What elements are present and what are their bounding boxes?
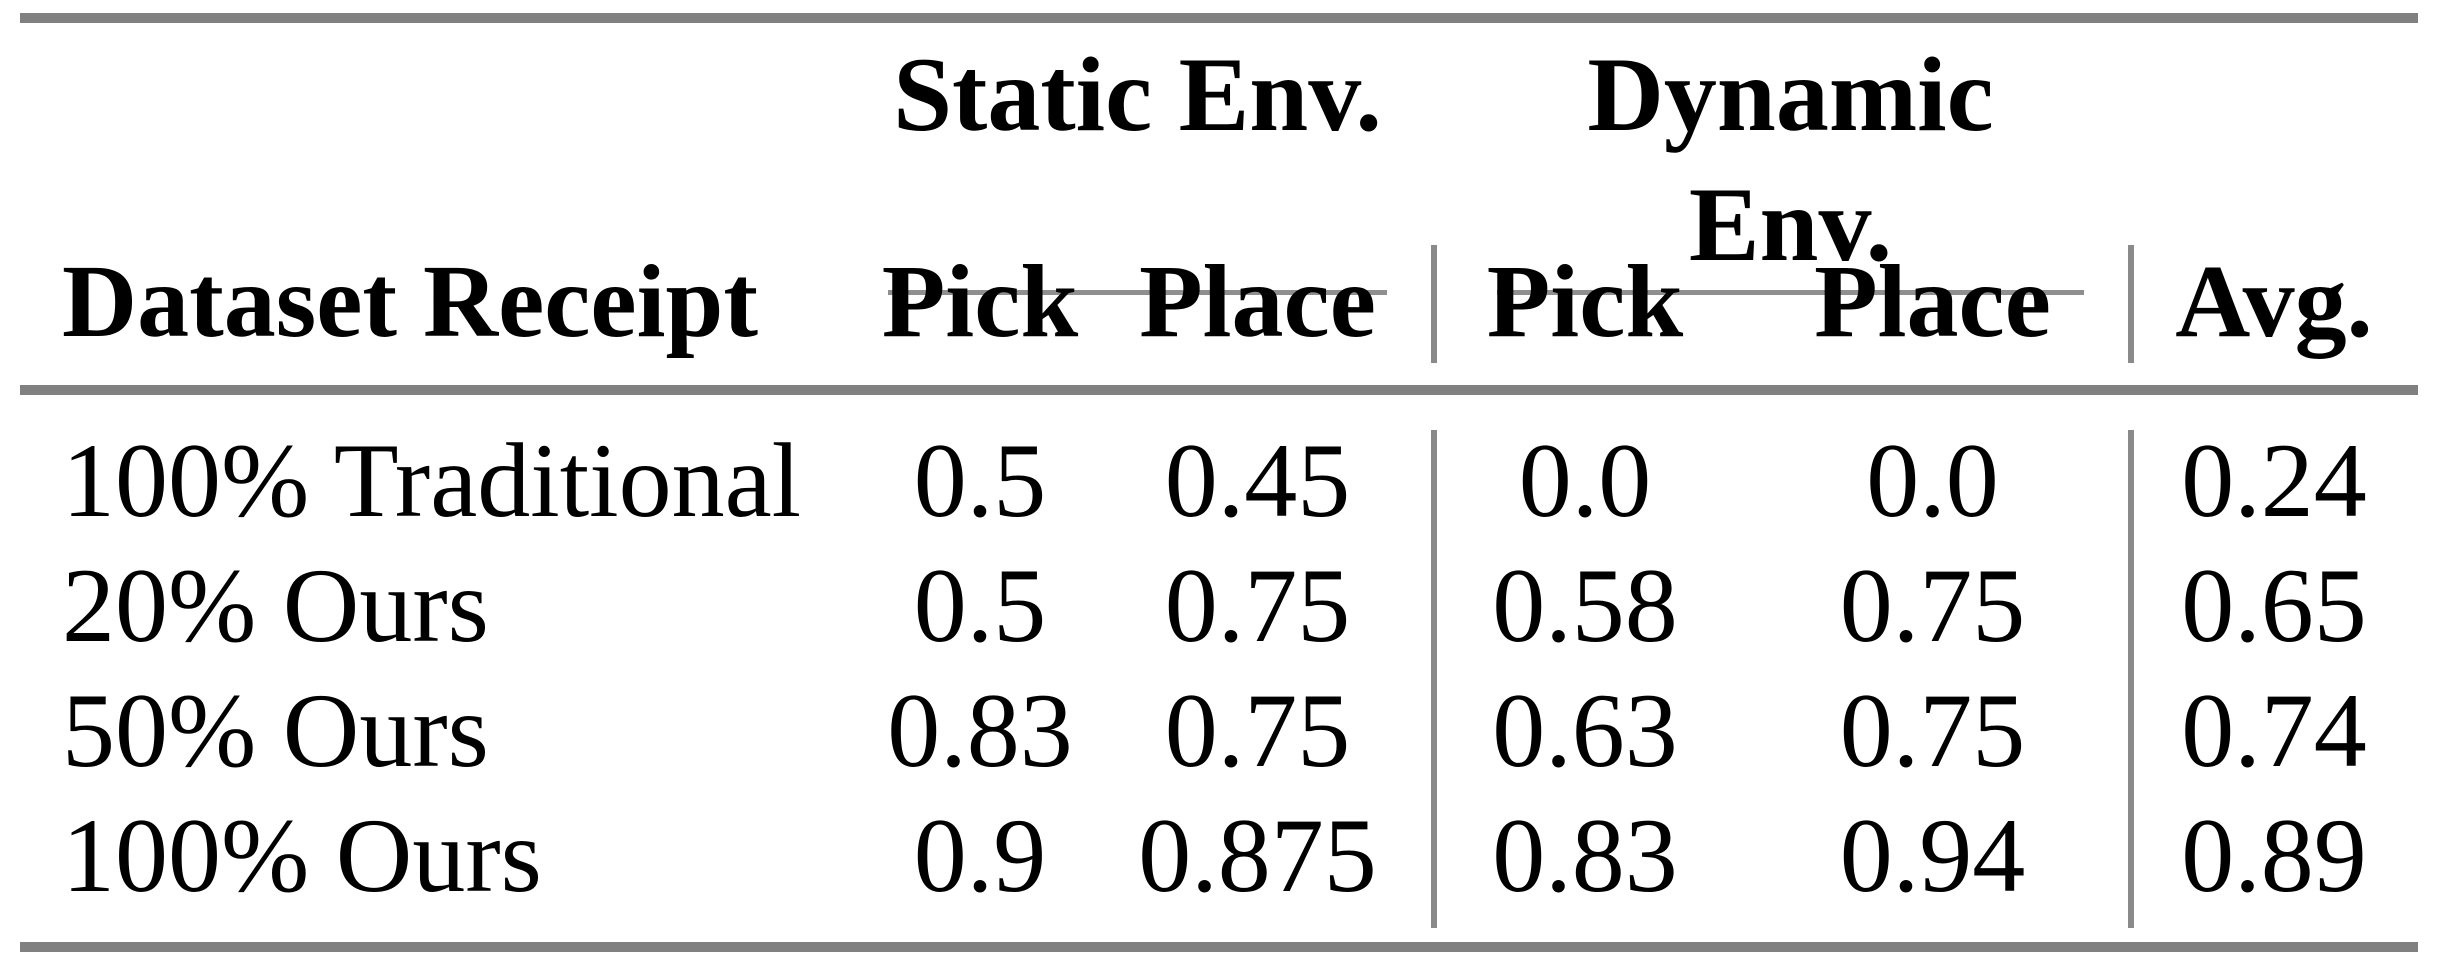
column-group-row: Static Env. Dynamic Env. [20,30,2418,295]
cell-dynamic-pick-value: 0.58 [1492,546,1678,664]
cell-avg-value: 0.74 [2181,671,2367,789]
cell-dynamic-pick-value: 0.83 [1492,796,1678,914]
cell-dynamic-place-value: 0.94 [1839,796,2026,914]
column-header-avg: Avg. [2175,244,2373,359]
table-row: 100% Ours 0.9 0.875 0.83 0.94 0.89 [20,793,2418,918]
row-label: 100% Ours [62,796,542,914]
bottom-rule [20,942,2418,952]
table-row: 50% Ours 0.83 0.75 0.63 0.75 0.74 [20,668,2418,793]
column-header-dynamic-pick: Pick [1486,244,1684,359]
row-label: 100% Traditional [62,421,802,539]
cell-static-place-value: 0.875 [1138,796,1377,914]
cell-dynamic-place-value: 0.75 [1839,671,2026,789]
column-header-row: Dataset Receipt Pick Place Pick Place Av… [20,218,2418,385]
cell-static-pick-value: 0.83 [887,671,1073,789]
column-header-static-place: Place [1139,244,1376,359]
cell-static-place-value: 0.75 [1164,671,1351,789]
vertical-rule-avg-header [2128,245,2134,363]
column-group-static-env: Static Env. [880,30,1435,295]
static-env-label: Static Env. [893,36,1382,153]
cell-static-pick-value: 0.5 [913,546,1047,664]
cell-dynamic-pick-value: 0.0 [1518,421,1652,539]
row-label: 20% Ours [62,546,489,664]
column-header-dynamic-place: Place [1814,244,2051,359]
dynamic-env-label: Dynamic Env. [1587,36,1994,283]
cell-dynamic-place-value: 0.0 [1866,421,1999,539]
top-rule [20,13,2418,23]
cell-dynamic-pick-value: 0.63 [1492,671,1678,789]
cell-static-pick-value: 0.5 [913,421,1047,539]
cell-dynamic-place-value: 0.75 [1839,546,2026,664]
column-header-static-pick: Pick [881,244,1079,359]
cell-avg-value: 0.65 [2181,546,2367,664]
column-header-dataset-receipt: Dataset Receipt [62,244,758,359]
cell-avg-value: 0.24 [2181,421,2367,539]
cell-avg-value: 0.89 [2181,796,2367,914]
row-label: 50% Ours [62,671,489,789]
dynamic-env-underline [1497,290,2084,295]
cell-static-pick-value: 0.9 [913,796,1047,914]
static-env-underline [888,290,1387,295]
table-row: 20% Ours 0.5 0.75 0.58 0.75 0.65 [20,543,2418,668]
cell-static-place-value: 0.75 [1164,546,1351,664]
cell-static-place-value: 0.45 [1164,421,1351,539]
column-group-dynamic-env: Dynamic Env. [1435,30,2130,295]
vertical-rule-static-dynamic-header [1431,245,1437,363]
mid-rule [20,385,2418,395]
vertical-rule-avg-body [2128,430,2134,928]
vertical-rule-static-dynamic-body [1431,430,1437,928]
table-row: 100% Traditional 0.5 0.45 0.0 0.0 0.24 [20,418,2418,543]
